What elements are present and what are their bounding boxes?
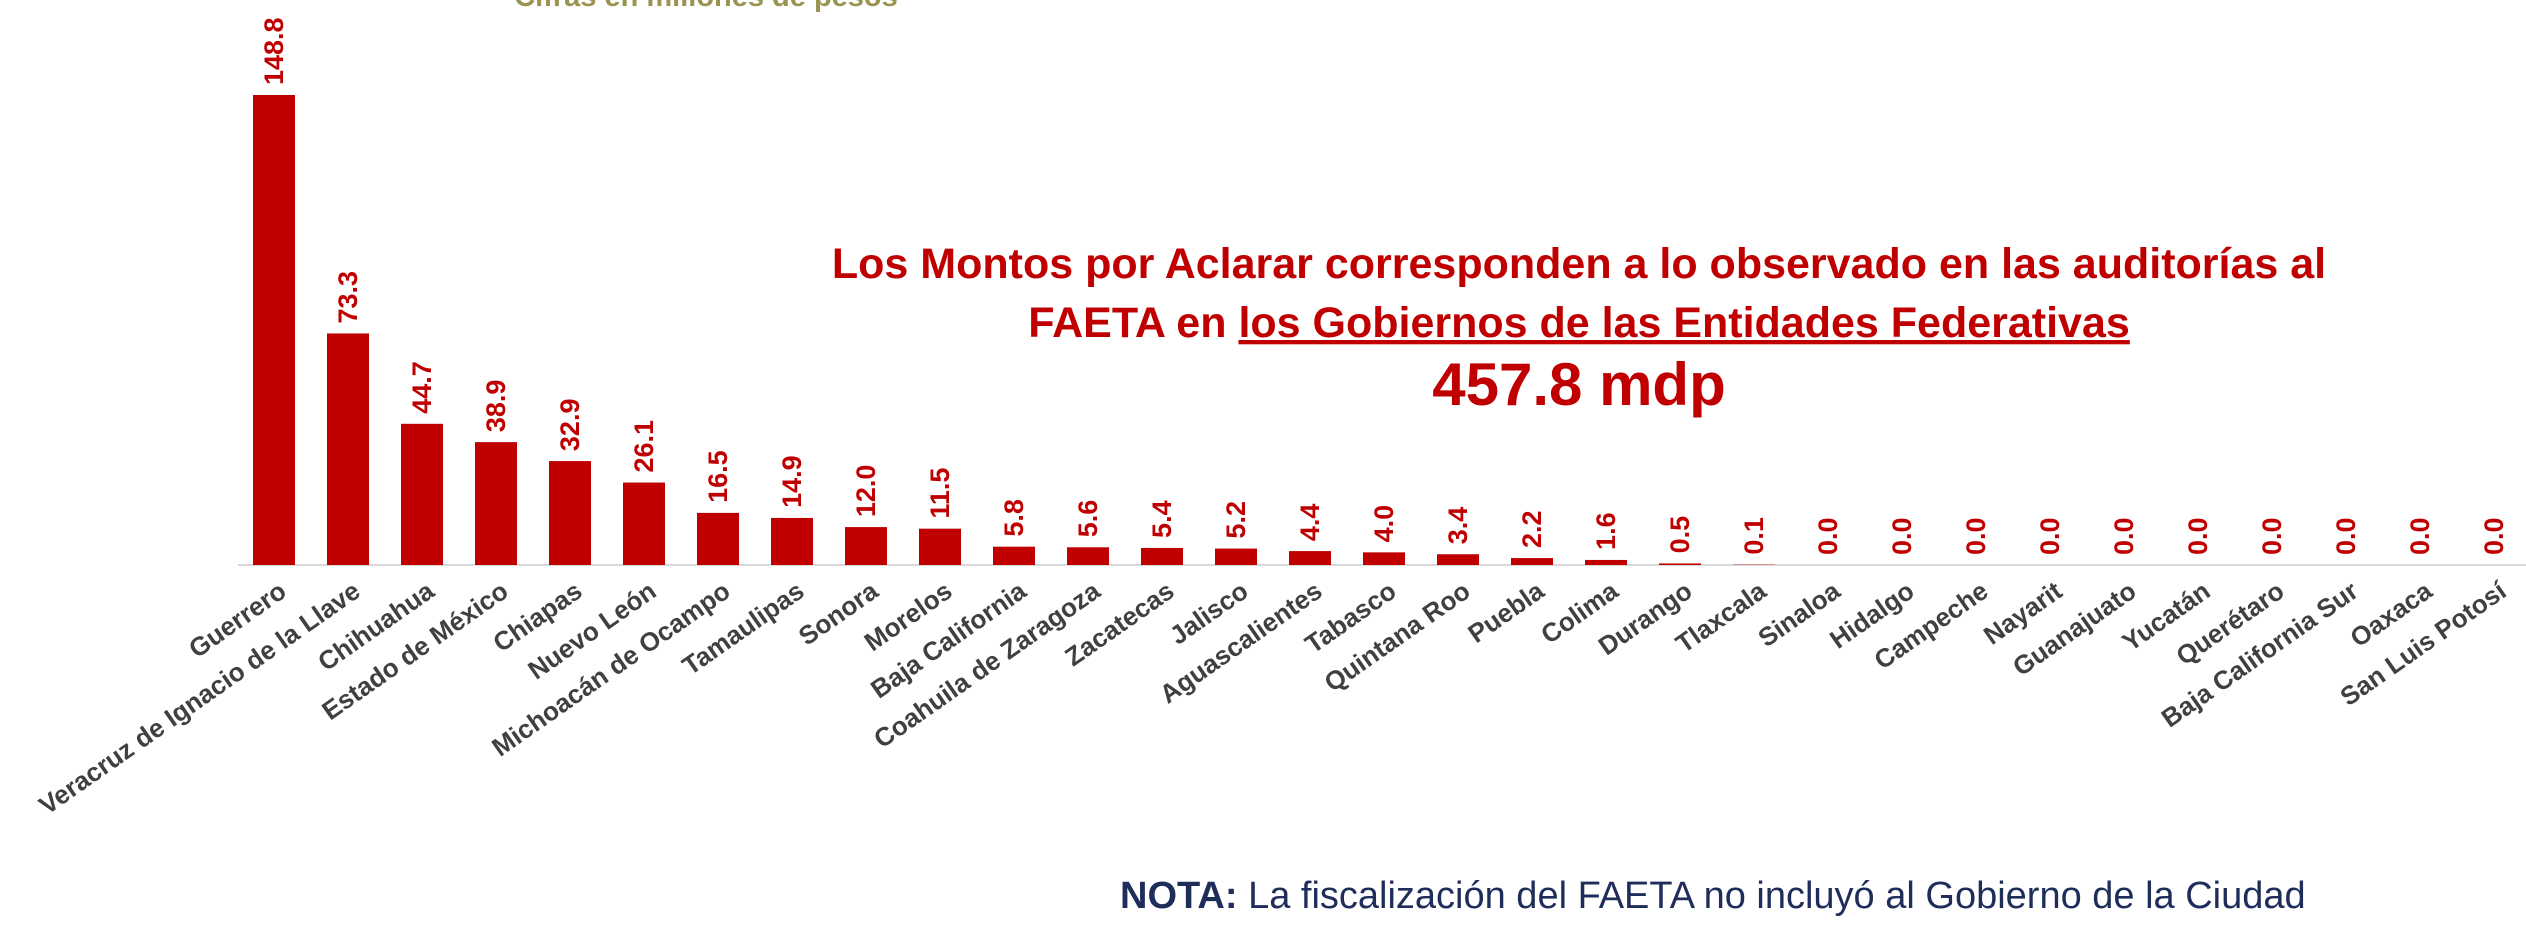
bar	[919, 528, 961, 565]
x-tick-label: Puebla	[1462, 575, 1549, 649]
value-label: 1.6	[1591, 512, 1621, 550]
x-tick-label: Veracruz de Ignacio de la Llave	[33, 575, 365, 820]
bar	[253, 95, 295, 565]
annotation-line: Los Montos por Aclarar corresponden a lo…	[832, 240, 2326, 288]
value-label: 5.2	[1221, 501, 1251, 539]
bar	[1585, 559, 1627, 565]
value-label: 12.0	[851, 465, 881, 518]
value-label: 0.0	[1887, 517, 1917, 555]
value-label: 11.5	[925, 468, 955, 519]
value-label: 0.5	[1665, 516, 1695, 554]
annotation-prefix: FAETA en	[1028, 299, 1226, 347]
bar	[1141, 547, 1183, 565]
value-label: 4.4	[1295, 504, 1325, 542]
bar	[1215, 548, 1257, 565]
value-label: 38.9	[481, 380, 511, 433]
bar	[771, 517, 813, 565]
bar	[475, 442, 517, 565]
bar	[1511, 558, 1553, 565]
bar	[1437, 554, 1479, 565]
value-label: 0.0	[2479, 517, 2509, 555]
bar	[549, 461, 591, 565]
value-label: 0.0	[2035, 517, 2065, 555]
bar	[623, 482, 665, 565]
note-text: La fiscalización del FAETA no incluyó al…	[1248, 875, 2306, 917]
bar	[1289, 551, 1331, 565]
value-label: 148.8	[259, 17, 289, 85]
value-label: 0.1	[1739, 517, 1769, 555]
chart-subtitle: Cifras en millones de pesos	[514, 0, 898, 13]
bar	[1067, 547, 1109, 565]
bar	[1659, 563, 1701, 565]
value-label: 0.0	[2109, 517, 2139, 555]
value-label: 4.0	[1369, 505, 1399, 543]
note-label: NOTA:	[1120, 875, 1238, 917]
value-label: 5.8	[999, 499, 1029, 537]
value-label: 0.0	[2405, 517, 2435, 555]
bar	[1363, 552, 1405, 565]
value-label: 73.3	[333, 271, 363, 324]
value-label: 0.0	[1813, 517, 1843, 555]
value-label: 26.1	[629, 420, 659, 473]
bar	[993, 546, 1035, 565]
value-label: 0.0	[2183, 517, 2213, 555]
annotation-total: 457.8 mdp	[1432, 351, 1725, 418]
annotation-line: FAETA en los Gobiernos de las Entidades …	[1028, 299, 2130, 347]
value-label: 16.5	[703, 450, 733, 503]
note: NOTA: La fiscalización del FAETA no incl…	[1120, 875, 2306, 917]
value-label: 3.4	[1443, 507, 1473, 545]
value-label: 0.0	[1961, 517, 1991, 555]
bar	[327, 333, 369, 565]
bar	[697, 512, 739, 565]
value-label: 44.7	[407, 361, 437, 414]
value-label: 5.6	[1073, 500, 1103, 538]
value-label: 2.2	[1517, 511, 1547, 549]
value-label: 5.4	[1147, 500, 1177, 538]
bar	[845, 527, 887, 565]
value-label: 0.0	[2331, 517, 2361, 555]
value-label: 0.0	[2257, 517, 2287, 555]
value-label: 32.9	[555, 399, 585, 452]
bar	[401, 423, 443, 565]
annotation-underlined: los Gobiernos de las Entidades Federativ…	[1238, 299, 2129, 347]
value-label: 14.9	[777, 455, 807, 508]
